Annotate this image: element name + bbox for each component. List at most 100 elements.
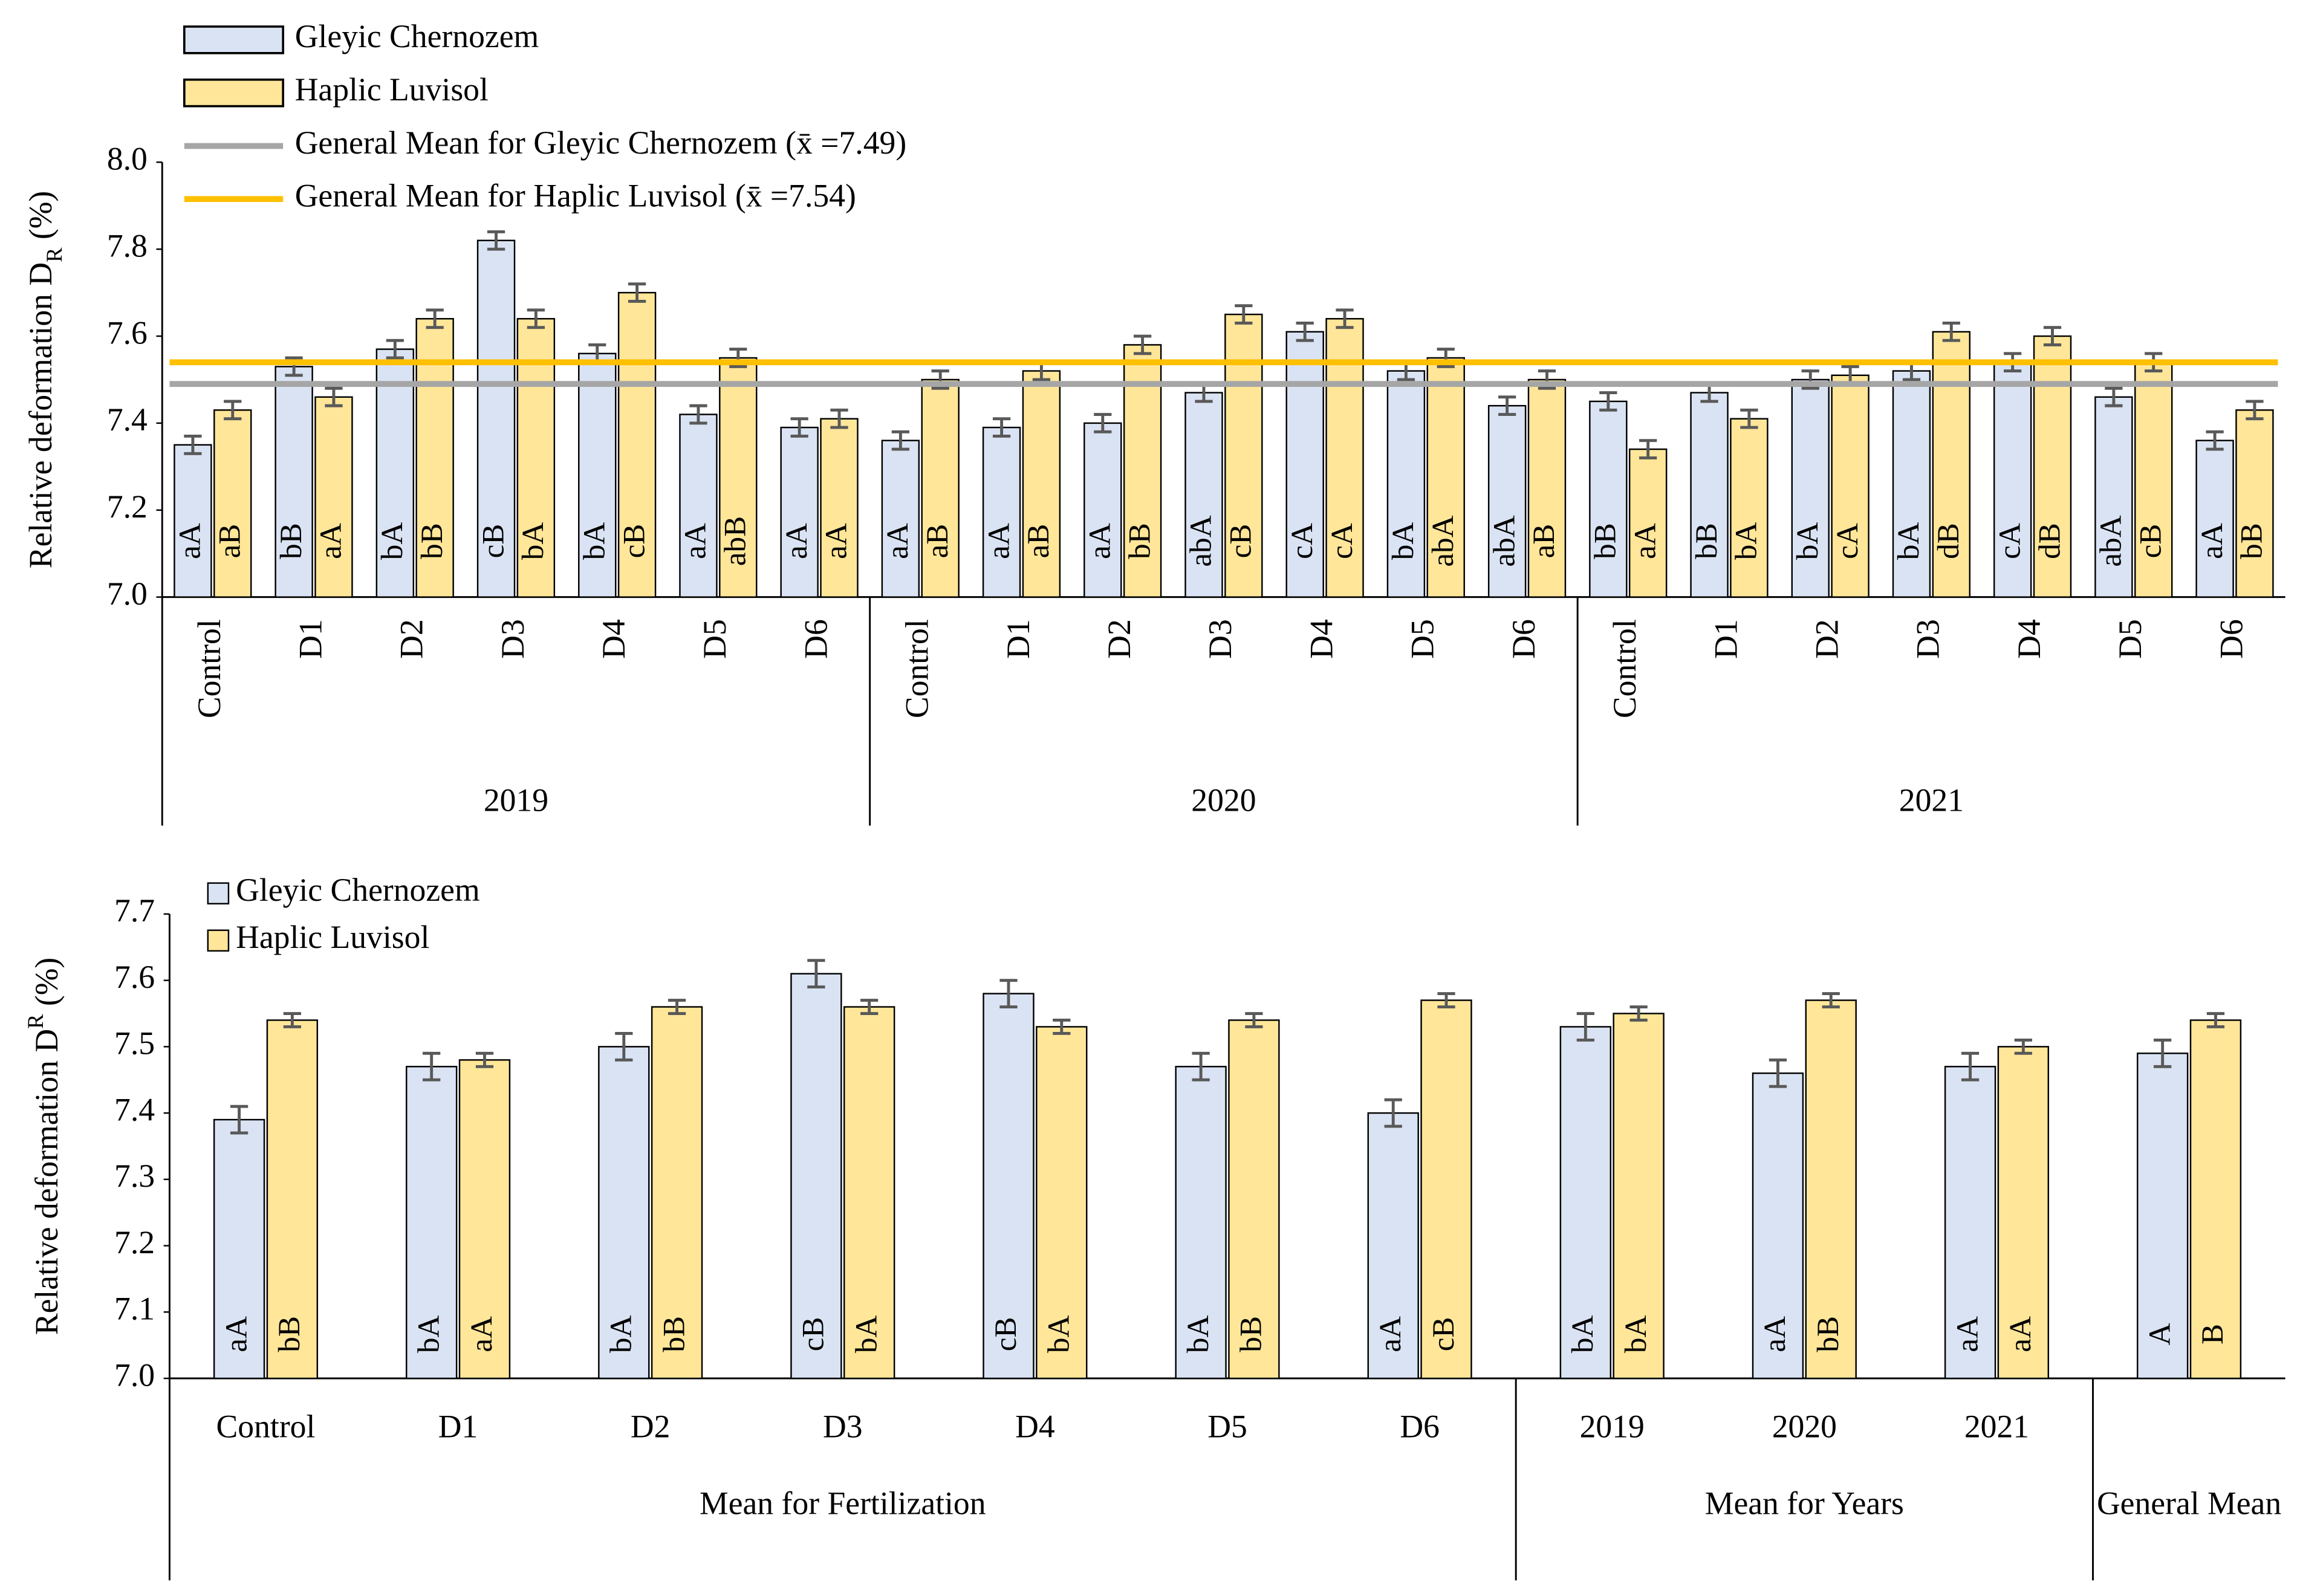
significance-letter: aA (314, 523, 348, 559)
bar (1527, 378, 1567, 598)
y-axis-label-part: R (23, 1014, 48, 1029)
bar (1613, 1013, 1665, 1380)
bar (1932, 331, 1971, 598)
significance-letter: cA (1830, 523, 1865, 559)
significance-letter: aA (880, 523, 915, 559)
x-tick-label: D1 (1000, 619, 1036, 659)
x-tick-label: 2019 (1580, 1409, 1645, 1445)
x-tick-label: D6 (1506, 619, 1542, 659)
legend-swatch (207, 929, 230, 952)
bar (1386, 370, 1426, 598)
significance-letter: cB (989, 1317, 1023, 1351)
significance-letter: aA (2003, 1316, 2038, 1352)
legend-swatch (183, 25, 285, 54)
y-axis-label-part: R (42, 247, 67, 262)
significance-letter: bA (375, 522, 409, 560)
group-label: General Mean (2097, 1485, 2281, 1521)
significance-letter: cB (2133, 524, 2168, 559)
bar (375, 348, 415, 598)
significance-letter: A (2142, 1323, 2177, 1345)
bar (1993, 361, 2032, 598)
bar (1426, 357, 1465, 598)
significance-letter: aA (1083, 523, 1117, 559)
legend-label: General Mean for Gleyic Chernozem (x̄ =7… (295, 125, 907, 161)
y-tick-label: 7.3 (114, 1158, 155, 1194)
significance-letter: bA (1042, 1315, 1076, 1354)
y-tick-label: 8.0 (107, 141, 148, 177)
legend-label: General Mean for Haplic Luvisol (x̄ =7.5… (295, 178, 856, 214)
legend-label: Haplic Luvisol (236, 919, 429, 955)
x-tick-label: D4 (1015, 1409, 1055, 1445)
y-tick-label: 7.0 (114, 1357, 155, 1393)
significance-letter: cB (796, 1317, 831, 1351)
significance-letter: bA (516, 522, 550, 560)
bar (1997, 1046, 2050, 1380)
significance-letter: bB (1234, 1316, 1269, 1352)
bar (1752, 1072, 1804, 1380)
x-tick-label: D4 (2011, 619, 2047, 659)
y-tick-label: 7.4 (107, 401, 148, 438)
significance-letter: aA (464, 1316, 499, 1352)
bar (1589, 400, 1628, 598)
bar (1175, 1066, 1227, 1380)
significance-letter: bB (1811, 1316, 1845, 1352)
significance-letter: cB (476, 524, 510, 559)
significance-letter: bA (1181, 1315, 1215, 1354)
bar (651, 1006, 703, 1380)
significance-letter: aA (779, 523, 814, 559)
significance-letter: aA (1950, 1316, 1984, 1352)
x-tick-label: D6 (2213, 619, 2249, 659)
bar (820, 418, 859, 598)
y-tick-label: 7.2 (114, 1224, 155, 1260)
bar (266, 1019, 319, 1380)
x-tick-label: D5 (2112, 619, 2148, 659)
significance-letter: bA (1386, 522, 1420, 560)
significance-letter: dB (2032, 523, 2067, 559)
x-tick-label: D2 (394, 619, 430, 659)
y-tick-label: 7.7 (114, 892, 155, 929)
significance-letter: abB (718, 516, 753, 566)
bar (2033, 335, 2072, 598)
significance-letter: aA (678, 523, 713, 559)
x-tick-label: D2 (1101, 619, 1137, 659)
bar (1285, 331, 1324, 598)
significance-letter: abA (1487, 515, 1521, 566)
bar (1944, 1066, 1996, 1380)
group-label: 2019 (484, 782, 548, 818)
significance-letter: cA (1992, 523, 2027, 559)
x-tick-label: D2 (1808, 619, 1845, 659)
y-axis-label-part: Relative deformation D (28, 1029, 65, 1335)
significance-letter: cA (1285, 523, 1319, 559)
bar (458, 1059, 511, 1380)
significance-letter: bA (411, 1315, 446, 1354)
x-tick-label: D4 (596, 619, 632, 659)
significance-letter: cA (1325, 523, 1359, 559)
x-tick-label: D1 (292, 619, 328, 659)
significance-letter: bA (604, 1315, 638, 1354)
x-tick-label: Control (1606, 619, 1643, 718)
bar (719, 357, 758, 598)
significance-letter: bA (1565, 1315, 1600, 1354)
x-tick-label: D6 (1400, 1409, 1440, 1445)
y-tick-label: 7.6 (114, 959, 155, 995)
significance-letter: bB (415, 523, 449, 559)
bar (843, 1006, 895, 1380)
significance-letter: aB (213, 524, 247, 559)
significance-letter: dB (1931, 523, 1966, 559)
significance-letter: cB (1426, 1317, 1461, 1351)
legend-label: Gleyic Chernozem (295, 18, 539, 54)
bar (213, 1118, 265, 1380)
bar (1730, 418, 1769, 598)
bar (2189, 1019, 2242, 1380)
bar (1487, 404, 1527, 598)
significance-letter: bB (2235, 523, 2269, 559)
significance-letter: aA (981, 523, 1016, 559)
significance-letter: aB (1527, 524, 1561, 559)
x-tick-label: D3 (1202, 619, 1238, 659)
y-tick-label: 7.8 (107, 227, 148, 264)
x-tick-label: D3 (1910, 619, 1946, 659)
x-tick-label: Control (899, 619, 935, 718)
bar (679, 414, 718, 598)
bar (406, 1066, 458, 1380)
